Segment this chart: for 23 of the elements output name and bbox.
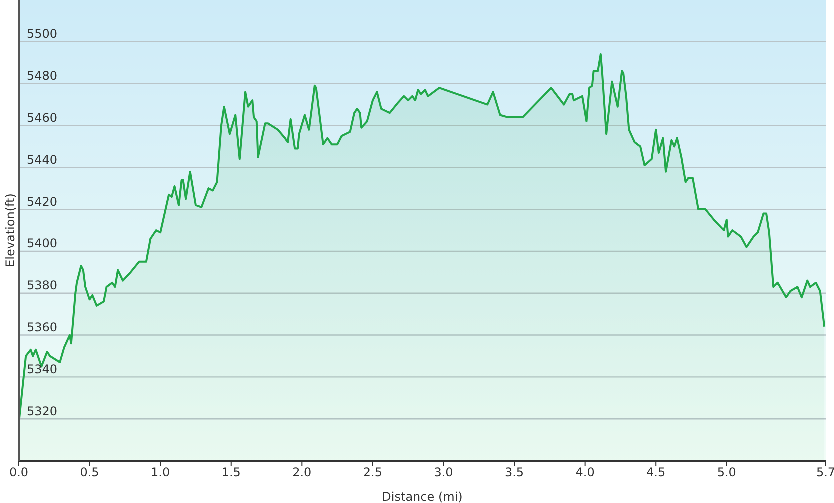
x-tick-label: 4.0 (576, 466, 595, 480)
x-tick-label: 5.0 (717, 466, 736, 480)
y-tick-label: 5420 (27, 194, 58, 209)
x-tick-label: 3.0 (434, 466, 454, 480)
y-tick-label: 5460 (27, 111, 58, 126)
x-tick-label: 3.5 (504, 466, 524, 480)
x-tick-label: 1.0 (151, 466, 170, 480)
x-tick-label: 0.0 (9, 466, 29, 480)
y-tick-label: 5480 (27, 69, 58, 84)
x-tick-label: 2.0 (292, 466, 312, 480)
y-axis-title: Elevation(ft) (3, 194, 18, 268)
x-axis-title: Distance (mi) (382, 490, 463, 503)
y-tick-label: 5400 (27, 236, 58, 251)
y-tick-label: 5340 (27, 362, 58, 376)
y-tick-label: 5440 (27, 152, 58, 167)
y-tick-label: 5320 (27, 404, 58, 418)
x-tick-label: 4.5 (646, 466, 666, 480)
x-tick-label: 1.5 (222, 466, 241, 480)
x-tick-label: 2.5 (363, 466, 382, 480)
x-tick-label: 0.5 (80, 466, 100, 480)
y-tick-label: 5360 (27, 320, 58, 335)
y-tick-label: 5380 (27, 278, 58, 293)
y-tick-label: 5500 (27, 27, 58, 42)
